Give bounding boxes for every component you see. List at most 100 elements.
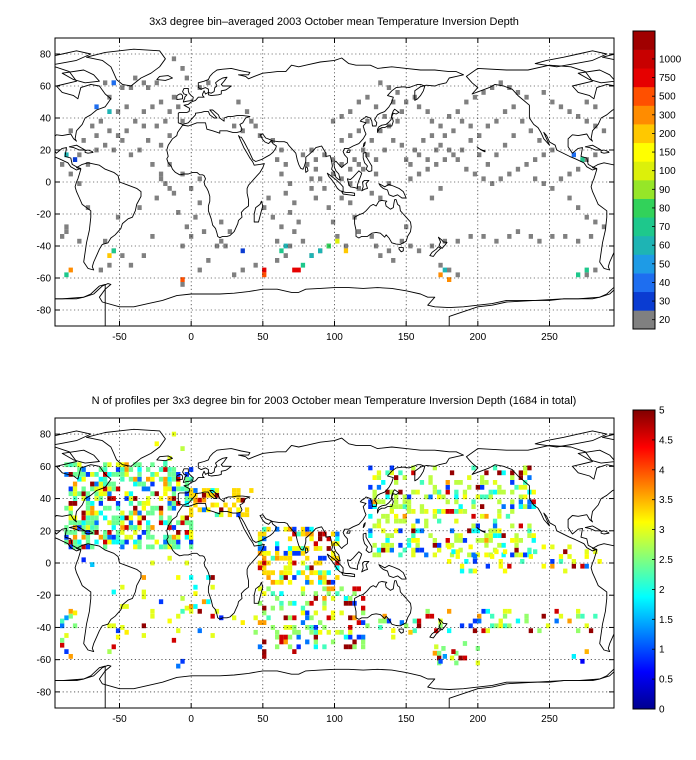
bin-cell [103,515,108,521]
bin-cell [201,507,207,513]
bin-cell [378,80,383,86]
coastline-segment [584,144,602,151]
bin-cell [292,550,297,556]
x-tick-label: 0 [188,332,194,343]
bin-cell [201,229,207,234]
bin-cell [270,214,275,220]
bin-cell [257,586,263,592]
bin-cell [389,470,394,476]
bin-cell [335,565,340,571]
bin-cell [270,605,275,611]
bin-cell [141,80,146,86]
bin-cell [484,542,489,548]
bin-cell [133,505,138,511]
bin-cell [197,497,202,503]
bin-cell [322,600,327,606]
bin-cell [330,579,336,585]
bin-cell [385,533,390,538]
bin-cell [361,610,366,616]
bin-cell [458,504,463,509]
bin-cell [176,520,181,526]
bin-cell [475,660,480,666]
bin-cell [146,476,151,482]
bin-cell [180,520,185,526]
bin-cell [490,85,495,90]
bin-cell [296,570,301,576]
bin-cell [368,513,373,519]
colorbar-label: 1.5 [659,615,673,626]
bin-cell [421,138,426,143]
bin-cell [107,128,112,134]
colorbar-label: 2.5 [659,555,673,566]
bin-cell [103,142,108,148]
bin-cell [180,243,185,249]
bin-cell [343,644,349,650]
colorbar-label: 30 [659,297,671,308]
bin-cell [287,181,293,186]
bin-cell [477,613,482,619]
bin-cell [262,205,267,210]
bin-cell [576,238,581,244]
bin-cell [176,530,181,535]
bin-cell [514,547,519,553]
bin-cell [214,608,220,614]
bin-cell [449,509,455,514]
bin-cell [98,118,103,124]
bin-cell [64,530,69,535]
bin-cell [81,534,86,540]
bin-cell [527,523,532,529]
colorbar-label: 70 [659,222,671,233]
bin-cell [158,515,164,521]
bin-cell [395,90,400,95]
bin-cell [137,534,142,540]
bin-cell [391,258,396,263]
bin-cell [442,157,447,162]
bin-cell [292,267,297,273]
bin-cell [197,200,202,206]
coastline-segment [305,547,309,554]
bin-cell [593,613,598,619]
bin-cell [541,90,546,95]
bin-cell [150,525,155,530]
bin-cell [115,214,121,220]
bin-cell [279,171,284,177]
bin-cell [411,509,416,514]
bin-cell [514,552,519,558]
bin-cell [497,542,502,548]
bin-cell [292,546,297,551]
bin-cell [330,531,336,537]
bin-cell [81,138,86,143]
coastline-segment [61,69,100,84]
bin-cell [262,570,267,576]
bin-cell [257,644,263,650]
bin-cell [335,238,340,244]
bin-cell [480,484,485,490]
bin-cell [406,499,412,505]
bin-cell [484,538,489,543]
colorbar-segment [633,124,655,144]
bin-cell [497,499,502,505]
bin-cell [124,604,129,609]
bin-cell [385,494,390,500]
bin-cell [154,472,159,477]
bin-cell [206,258,211,263]
bin-cell [343,600,349,606]
bin-cell [309,147,314,153]
bin-cell [128,525,134,530]
bin-cell [527,499,532,505]
bin-cell [437,542,442,548]
bin-cell [523,494,528,500]
bin-cell [257,565,263,571]
bin-cell [567,195,572,201]
bin-cell [68,128,73,134]
bin-cell [412,618,417,624]
bin-cell [305,610,310,616]
bin-cell [133,481,138,487]
bin-cell [339,586,344,592]
bin-cell [275,634,280,640]
bin-cell [545,623,551,629]
bin-cell [505,513,511,519]
bin-cell [550,544,555,550]
bin-cell [484,494,489,500]
bin-cell [356,162,361,167]
